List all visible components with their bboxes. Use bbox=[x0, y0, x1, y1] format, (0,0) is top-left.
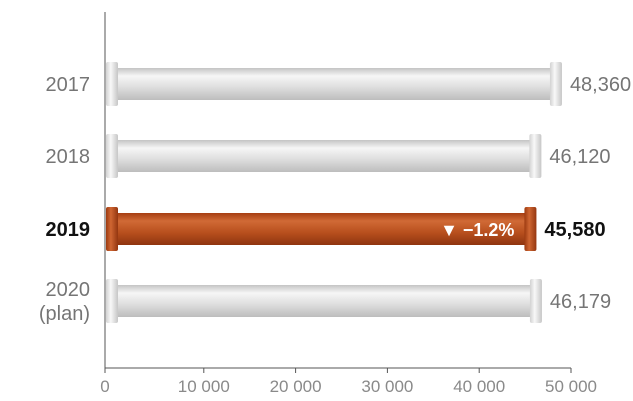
bar-start-cap bbox=[106, 62, 118, 106]
x-tick-label: 0 bbox=[100, 377, 109, 396]
category-label: 2019 bbox=[46, 219, 91, 241]
value-label: 46,179 bbox=[550, 291, 611, 313]
x-tick-label: 50 000 bbox=[545, 377, 597, 396]
bar-body bbox=[112, 140, 536, 172]
labels-group: 2017 48,360 2018 46,120 2019 45,580 2020(plan)… bbox=[39, 74, 631, 325]
bar-body bbox=[112, 285, 536, 317]
bar-start-cap bbox=[106, 134, 118, 178]
category-label: 2020 bbox=[46, 279, 91, 301]
change-annotation: ▼ −1.2% bbox=[440, 220, 514, 240]
x-tick-label: 40 000 bbox=[453, 377, 505, 396]
bar-body bbox=[112, 68, 556, 100]
x-tick-label: 30 000 bbox=[361, 377, 413, 396]
x-tick-label: 10 000 bbox=[178, 377, 230, 396]
bar-end-cap bbox=[529, 134, 542, 178]
bar-3 bbox=[106, 279, 542, 323]
bar-2 bbox=[106, 207, 537, 251]
bar-1 bbox=[106, 134, 542, 178]
bar-end-cap bbox=[524, 207, 537, 251]
x-tick-label: 20 000 bbox=[270, 377, 322, 396]
bar-end-cap bbox=[529, 279, 542, 323]
category-label: (plan) bbox=[39, 303, 90, 325]
category-label: 2017 bbox=[46, 74, 91, 96]
bars-group bbox=[106, 62, 562, 323]
bar-start-cap bbox=[106, 279, 118, 323]
bar-0 bbox=[106, 62, 562, 106]
x-axis: 0 10 000 20 000 30 000 40 000 50 000 bbox=[100, 12, 597, 396]
bar-end-cap bbox=[549, 62, 562, 106]
bar-start-cap bbox=[106, 207, 118, 251]
category-label: 2018 bbox=[46, 146, 91, 168]
value-label: 45,580 bbox=[544, 219, 605, 241]
value-label: 48,360 bbox=[570, 74, 631, 96]
bar-body bbox=[112, 213, 531, 245]
value-label: 46,120 bbox=[549, 146, 610, 168]
